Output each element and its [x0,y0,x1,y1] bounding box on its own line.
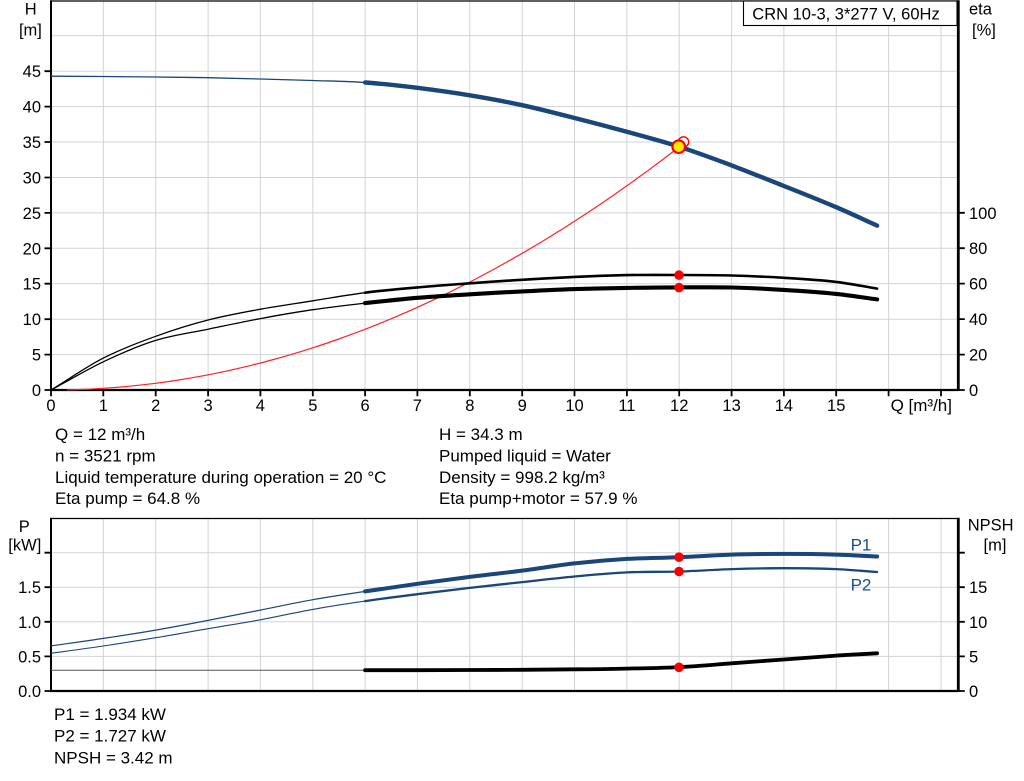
svg-text:20: 20 [23,240,41,258]
svg-text:Q [m³/h]: Q [m³/h] [891,396,952,415]
svg-text:10: 10 [23,311,41,329]
svg-text:1.0: 1.0 [18,614,41,632]
svg-text:15: 15 [969,579,987,597]
svg-text:n = 3521 rpm: n = 3521 rpm [55,447,156,466]
svg-text:6: 6 [361,397,370,415]
svg-text:0: 0 [46,397,55,415]
svg-text:CRN 10-3, 3*277 V, 60Hz: CRN 10-3, 3*277 V, 60Hz [752,6,939,24]
svg-text:14: 14 [775,397,793,415]
svg-text:Pumped liquid = Water: Pumped liquid = Water [439,447,611,466]
svg-text:H: H [25,1,37,19]
svg-text:1: 1 [99,397,108,415]
svg-text:[m]: [m] [984,536,1007,554]
svg-text:35: 35 [23,134,41,152]
svg-text:40: 40 [969,311,987,329]
svg-text:60: 60 [969,276,987,294]
svg-text:2: 2 [151,397,160,415]
svg-text:Liquid temperature during oper: Liquid temperature during operation = 20… [55,468,386,487]
svg-text:10: 10 [565,397,583,415]
svg-text:13: 13 [722,397,740,415]
svg-text:4: 4 [256,397,265,415]
svg-text:Eta pump+motor = 57.9 %: Eta pump+motor = 57.9 % [439,489,637,508]
svg-text:0: 0 [969,683,978,701]
svg-text:15: 15 [827,397,845,415]
svg-text:5: 5 [32,347,41,365]
svg-text:Q = 12 m³/h: Q = 12 m³/h [55,425,145,444]
svg-text:H = 34.3 m: H = 34.3 m [439,425,523,444]
svg-text:NPSH = 3.42 m: NPSH = 3.42 m [54,749,173,768]
svg-text:P1: P1 [851,536,872,555]
svg-text:0.5: 0.5 [18,648,41,666]
svg-text:30: 30 [23,170,41,188]
svg-text:5: 5 [969,648,978,666]
svg-text:11: 11 [618,397,635,415]
svg-text:0: 0 [969,382,978,400]
svg-text:[m]: [m] [19,21,42,39]
svg-text:9: 9 [518,397,527,415]
svg-text:1.5: 1.5 [18,579,41,597]
svg-text:P2: P2 [851,575,872,594]
svg-text:Density = 998.2 kg/m³: Density = 998.2 kg/m³ [439,468,605,487]
svg-text:45: 45 [23,63,41,81]
svg-text:10: 10 [969,614,987,632]
svg-text:80: 80 [969,240,987,258]
svg-text:P: P [19,518,30,536]
svg-text:25: 25 [23,205,41,223]
svg-text:P1 = 1.934 kW: P1 = 1.934 kW [54,705,166,724]
svg-text:15: 15 [23,276,41,294]
svg-text:8: 8 [465,397,474,415]
svg-text:3: 3 [204,397,213,415]
svg-text:Eta pump = 64.8 %: Eta pump = 64.8 % [55,489,200,508]
svg-text:0.0: 0.0 [18,683,41,701]
svg-text:P2 = 1.727 kW: P2 = 1.727 kW [54,727,166,746]
svg-text:20: 20 [969,347,987,365]
svg-text:[%]: [%] [972,21,996,39]
svg-text:40: 40 [23,99,41,117]
svg-text:7: 7 [413,397,422,415]
svg-text:eta: eta [969,1,993,19]
svg-text:NPSH: NPSH [968,517,1014,535]
svg-text:5: 5 [308,397,317,415]
svg-text:12: 12 [670,397,688,415]
svg-text:100: 100 [969,205,997,223]
svg-text:[kW]: [kW] [8,536,41,554]
svg-text:0: 0 [32,382,41,400]
